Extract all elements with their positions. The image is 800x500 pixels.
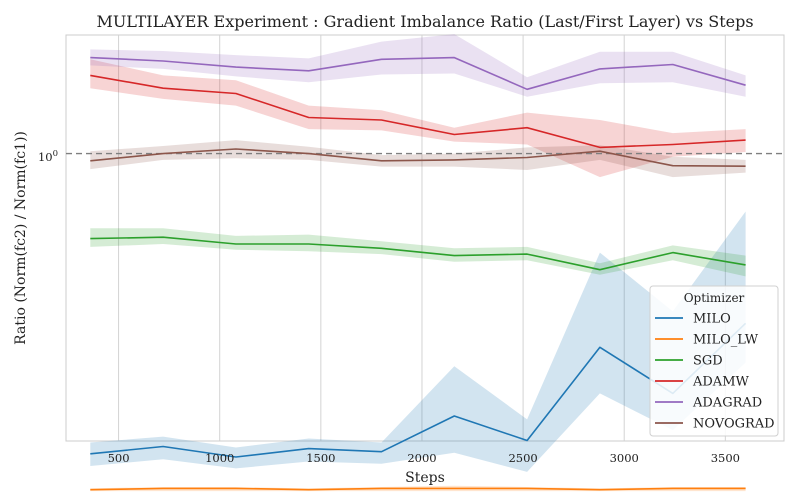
confidence-band-adamw (90, 59, 746, 178)
series-line-milo-lw (90, 487, 746, 491)
legend-label: MILO_LW (693, 333, 759, 348)
legend-label: MILO (693, 312, 731, 327)
confidence-band-milo (90, 211, 746, 472)
confidence-band-adagrad (90, 34, 746, 97)
series-line-milo (90, 322, 747, 458)
x-tick-labels: 500 1000 1500 2000 2500 3000 3500 (108, 451, 740, 465)
legend-title: Optimizer (684, 291, 745, 305)
y-tick-labels: 100 (38, 149, 58, 164)
y-axis-label: Ratio (Norm(fc2) / Norm(fc1)) (13, 131, 29, 345)
chart-title: MULTILAYER Experiment : Gradient Imbalan… (96, 12, 753, 31)
series-line-adagrad (90, 56, 746, 91)
legend-label: SGD (693, 354, 723, 369)
legend-item: MILO (655, 312, 731, 327)
x-tick-label: 1500 (306, 451, 335, 465)
x-tick-label: 2500 (508, 451, 537, 465)
series-lines (90, 56, 747, 491)
x-tick-label: 3500 (711, 451, 740, 465)
x-tick-label: 2000 (407, 451, 436, 465)
legend-label: ADAGRAD (692, 396, 762, 411)
legend-item: ADAGRAD (655, 396, 762, 411)
x-axis-label: Steps (405, 470, 445, 486)
legend-item: SGD (655, 354, 723, 369)
series-line-adamw (90, 74, 746, 149)
x-tick-label: 3000 (610, 451, 639, 465)
legend-item: MILO_LW (655, 333, 759, 348)
legend: Optimizer MILO MILO_LW SGD ADAMW ADAGRAD NOVO… (649, 285, 779, 437)
grid (118, 35, 726, 441)
confidence-bands (90, 34, 746, 492)
legend-item: NOVOGRAD (655, 417, 775, 432)
x-tick-label: 500 (108, 451, 130, 465)
x-tick-label: 1000 (205, 451, 234, 465)
legend-item: ADAMW (655, 375, 750, 390)
series-line-sgd (90, 236, 746, 271)
y-tick-label: 100 (38, 149, 58, 164)
legend-label: NOVOGRAD (693, 417, 775, 432)
legend-box (649, 285, 779, 437)
series-line-novograd (90, 148, 746, 167)
legend-label: ADAMW (692, 375, 750, 390)
legend-items: MILO MILO_LW SGD ADAMW ADAGRAD NOVOGRAD (655, 312, 775, 432)
